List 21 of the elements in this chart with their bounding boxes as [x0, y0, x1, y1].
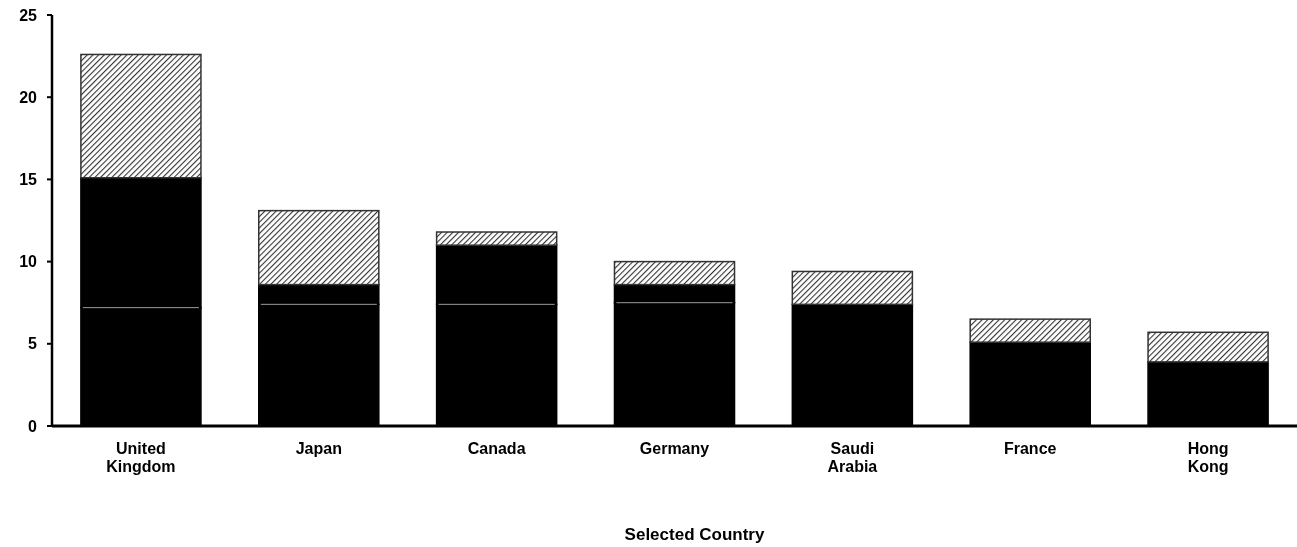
- x-tick-label: France: [1003, 440, 1057, 457]
- bar: [791, 270, 914, 306]
- y-tick-label: 10: [19, 253, 38, 271]
- bar: [1147, 331, 1269, 363]
- x-axis-title: Selected Country: [624, 525, 765, 544]
- y-tick-label: 0: [28, 417, 38, 435]
- y-tick-label: 15: [19, 171, 38, 188]
- bar: [969, 318, 1091, 343]
- bar: [435, 231, 558, 246]
- bar: [258, 209, 380, 286]
- y-tick-label: 20: [19, 88, 38, 106]
- x-tick-label: Canada: [467, 440, 526, 457]
- y-tick-label: 25: [19, 6, 38, 24]
- x-tick-label: Germany: [639, 440, 710, 457]
- y-tick-label: 5: [28, 335, 38, 353]
- x-tick-label: United Kingdom: [106, 440, 176, 475]
- bar: [613, 260, 736, 286]
- bar: [80, 53, 202, 179]
- x-tick-label: Hong Kong: [1187, 440, 1229, 475]
- x-tick-label: Saudi Arabia: [827, 440, 878, 475]
- x-tick-label: Japan: [295, 440, 342, 457]
